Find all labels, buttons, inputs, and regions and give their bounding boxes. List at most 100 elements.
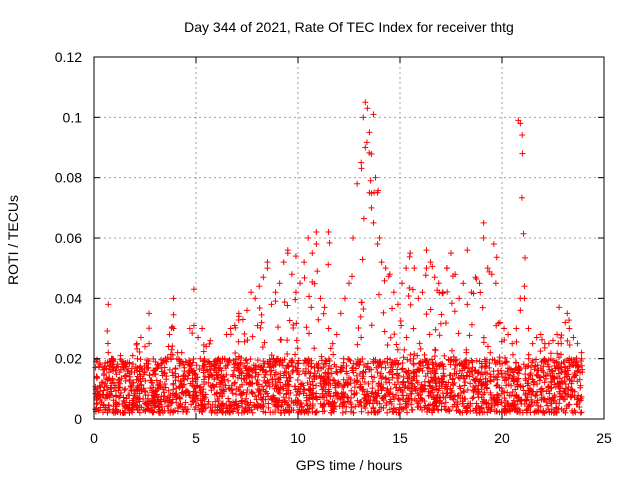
data-point [303,324,310,331]
data-point [119,401,126,408]
data-point [295,385,302,392]
data-point [566,317,573,324]
data-point [173,385,180,392]
data-point [180,372,187,379]
data-point [328,370,335,377]
data-point [324,369,331,376]
data-point [239,316,246,323]
data-point [456,295,463,302]
data-point [234,374,241,381]
data-point [386,369,393,376]
data-point [575,364,582,371]
data-point [358,165,365,172]
data-point [218,378,225,385]
data-point [311,370,318,377]
data-point [285,395,292,402]
data-point [461,382,468,389]
data-point [189,359,196,366]
data-point [416,360,423,367]
data-point [163,358,170,365]
data-point [533,399,540,406]
data-point [142,377,149,384]
data-point [150,384,157,391]
data-point [505,331,512,338]
data-point [429,356,435,363]
data-point [260,358,267,365]
data-point [371,374,378,381]
data-point [518,194,525,201]
data-point [438,400,445,407]
data-point [104,328,111,335]
data-point [117,392,124,399]
data-point [292,351,299,358]
data-point [309,250,316,257]
data-point [180,390,187,397]
data-point [288,271,295,278]
data-point [396,401,403,408]
data-point [475,369,482,376]
data-point [571,356,578,363]
data-point [182,358,189,365]
data-point [553,359,560,366]
data-point [465,360,472,367]
data-point [363,139,370,146]
data-point [540,363,547,370]
data-point [104,394,111,401]
data-point [290,324,297,331]
data-point [339,400,346,407]
data-point [372,391,379,398]
data-point [343,368,350,375]
data-point [348,273,355,280]
data-point [368,322,375,329]
data-point [268,395,275,402]
data-point [570,334,577,341]
data-point [94,400,101,407]
data-point [481,396,488,403]
data-point [325,400,332,407]
data-point [284,362,291,369]
data-point [561,368,568,375]
data-point [103,391,110,398]
data-point [510,369,517,376]
data-point [257,403,264,410]
data-point [351,391,358,398]
data-point [426,331,433,338]
data-point [413,377,420,384]
data-point [375,382,382,389]
data-point [200,358,207,365]
data-point [325,325,332,332]
data-point [196,366,203,373]
data-point [136,371,143,378]
data-point [453,370,460,377]
data-point [493,397,500,404]
data-point [516,409,523,416]
data-point [460,388,467,395]
data-point [578,409,585,416]
data-point [164,403,171,410]
data-point [286,317,293,324]
data-point [473,382,480,389]
data-point [553,406,560,413]
data-point [486,364,493,371]
data-point [568,378,575,385]
data-point [519,150,526,157]
data-point [440,394,447,401]
data-point [566,401,573,408]
data-point [172,365,179,372]
data-point [429,263,436,270]
data-point [347,399,354,406]
data-point [343,362,350,369]
data-point [348,387,355,394]
data-point [494,391,501,398]
data-point [452,362,459,369]
chart-title: Day 344 of 2021, Rate Of TEC Index for r… [184,19,514,35]
data-point [548,396,555,403]
data-point [214,358,221,365]
data-point [358,299,365,306]
data-point [427,392,434,399]
data-point [110,409,117,416]
data-point [244,367,251,374]
y-tick-label: 0.04 [55,290,82,306]
data-point [361,395,368,402]
data-point [361,379,368,386]
